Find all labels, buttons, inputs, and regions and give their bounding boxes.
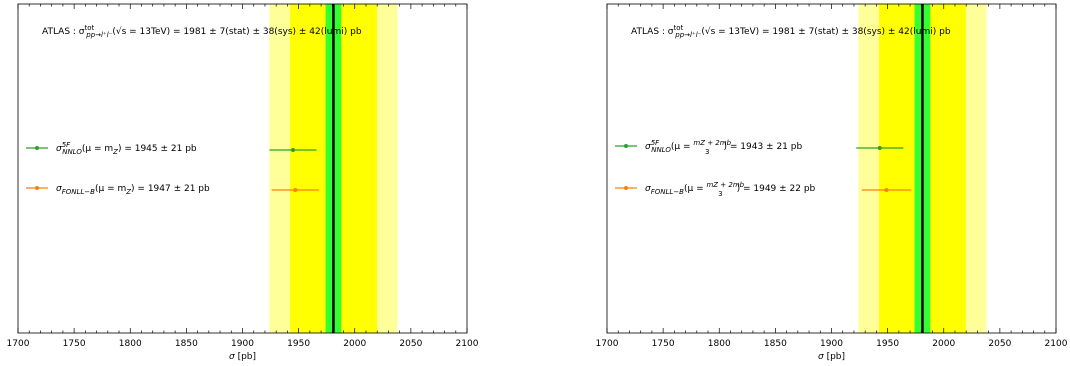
x-tick-label: 1700 (596, 339, 619, 349)
x-tick-label: 1800 (119, 339, 142, 349)
legend-label: σ5F NNLO(μ = mZ + 2mb 3) = 1943 ± 21 pb (645, 139, 802, 156)
x-tick-label: 2000 (343, 339, 366, 349)
x-tick-label: 1900 (231, 339, 254, 349)
x-tick-label: 1900 (820, 339, 843, 349)
x-axis-label: σ [pb] (818, 352, 845, 362)
x-tick-label: 1950 (876, 339, 899, 349)
x-tick-label: 1850 (175, 339, 198, 349)
legend-marker (624, 144, 628, 148)
legend-label: σFONLL−B(μ = mZ) = 1947 ± 21 pb (56, 184, 210, 196)
x-tick-label: 1700 (7, 339, 30, 349)
x-axis-label: σ [pb] (229, 352, 256, 362)
x-tick-label: 2000 (932, 339, 955, 349)
x-tick-label: 1800 (708, 339, 731, 349)
x-tick-label: 1750 (63, 339, 86, 349)
data-point (877, 146, 882, 150)
x-tick-label: 2100 (456, 339, 479, 349)
axes-frame (17, 3, 468, 334)
data-point (293, 188, 298, 192)
legend-marker (624, 186, 628, 190)
legend-label: σFONLL−B(μ = mZ + 2mb 3) = 1949 ± 22 pb (645, 181, 816, 198)
legend-marker (35, 186, 39, 190)
x-tick-label: 2050 (988, 339, 1011, 349)
x-tick-label: 1950 (287, 339, 310, 349)
data-point (291, 148, 296, 152)
data-point (884, 188, 889, 192)
legend-label: σ5F NNLO(μ = mZ) = 1945 ± 21 pb (56, 141, 197, 156)
x-tick-label: 2050 (399, 339, 422, 349)
axes-frame (606, 3, 1057, 334)
measurement-label: ATLAS : σtot pp→l⁺l⁻(√s = 13TeV) = 1981 ±… (631, 24, 951, 39)
x-tick-label: 2100 (1045, 339, 1068, 349)
legend-marker (35, 146, 39, 150)
measurement-label: ATLAS : σtot pp→l⁺l⁻(√s = 13TeV) = 1981 ±… (42, 24, 362, 39)
x-tick-label: 1750 (652, 339, 675, 349)
chart-panel-1: 1700 1750 1800 1850 1900 1950 2000 2050 2100 σ [p… (7, 3, 479, 362)
chart-panel-2: 1700 1750 1800 1850 1900 1950 2000 2050 2100 σ [p… (596, 3, 1068, 362)
x-tick-label: 1850 (764, 339, 787, 349)
